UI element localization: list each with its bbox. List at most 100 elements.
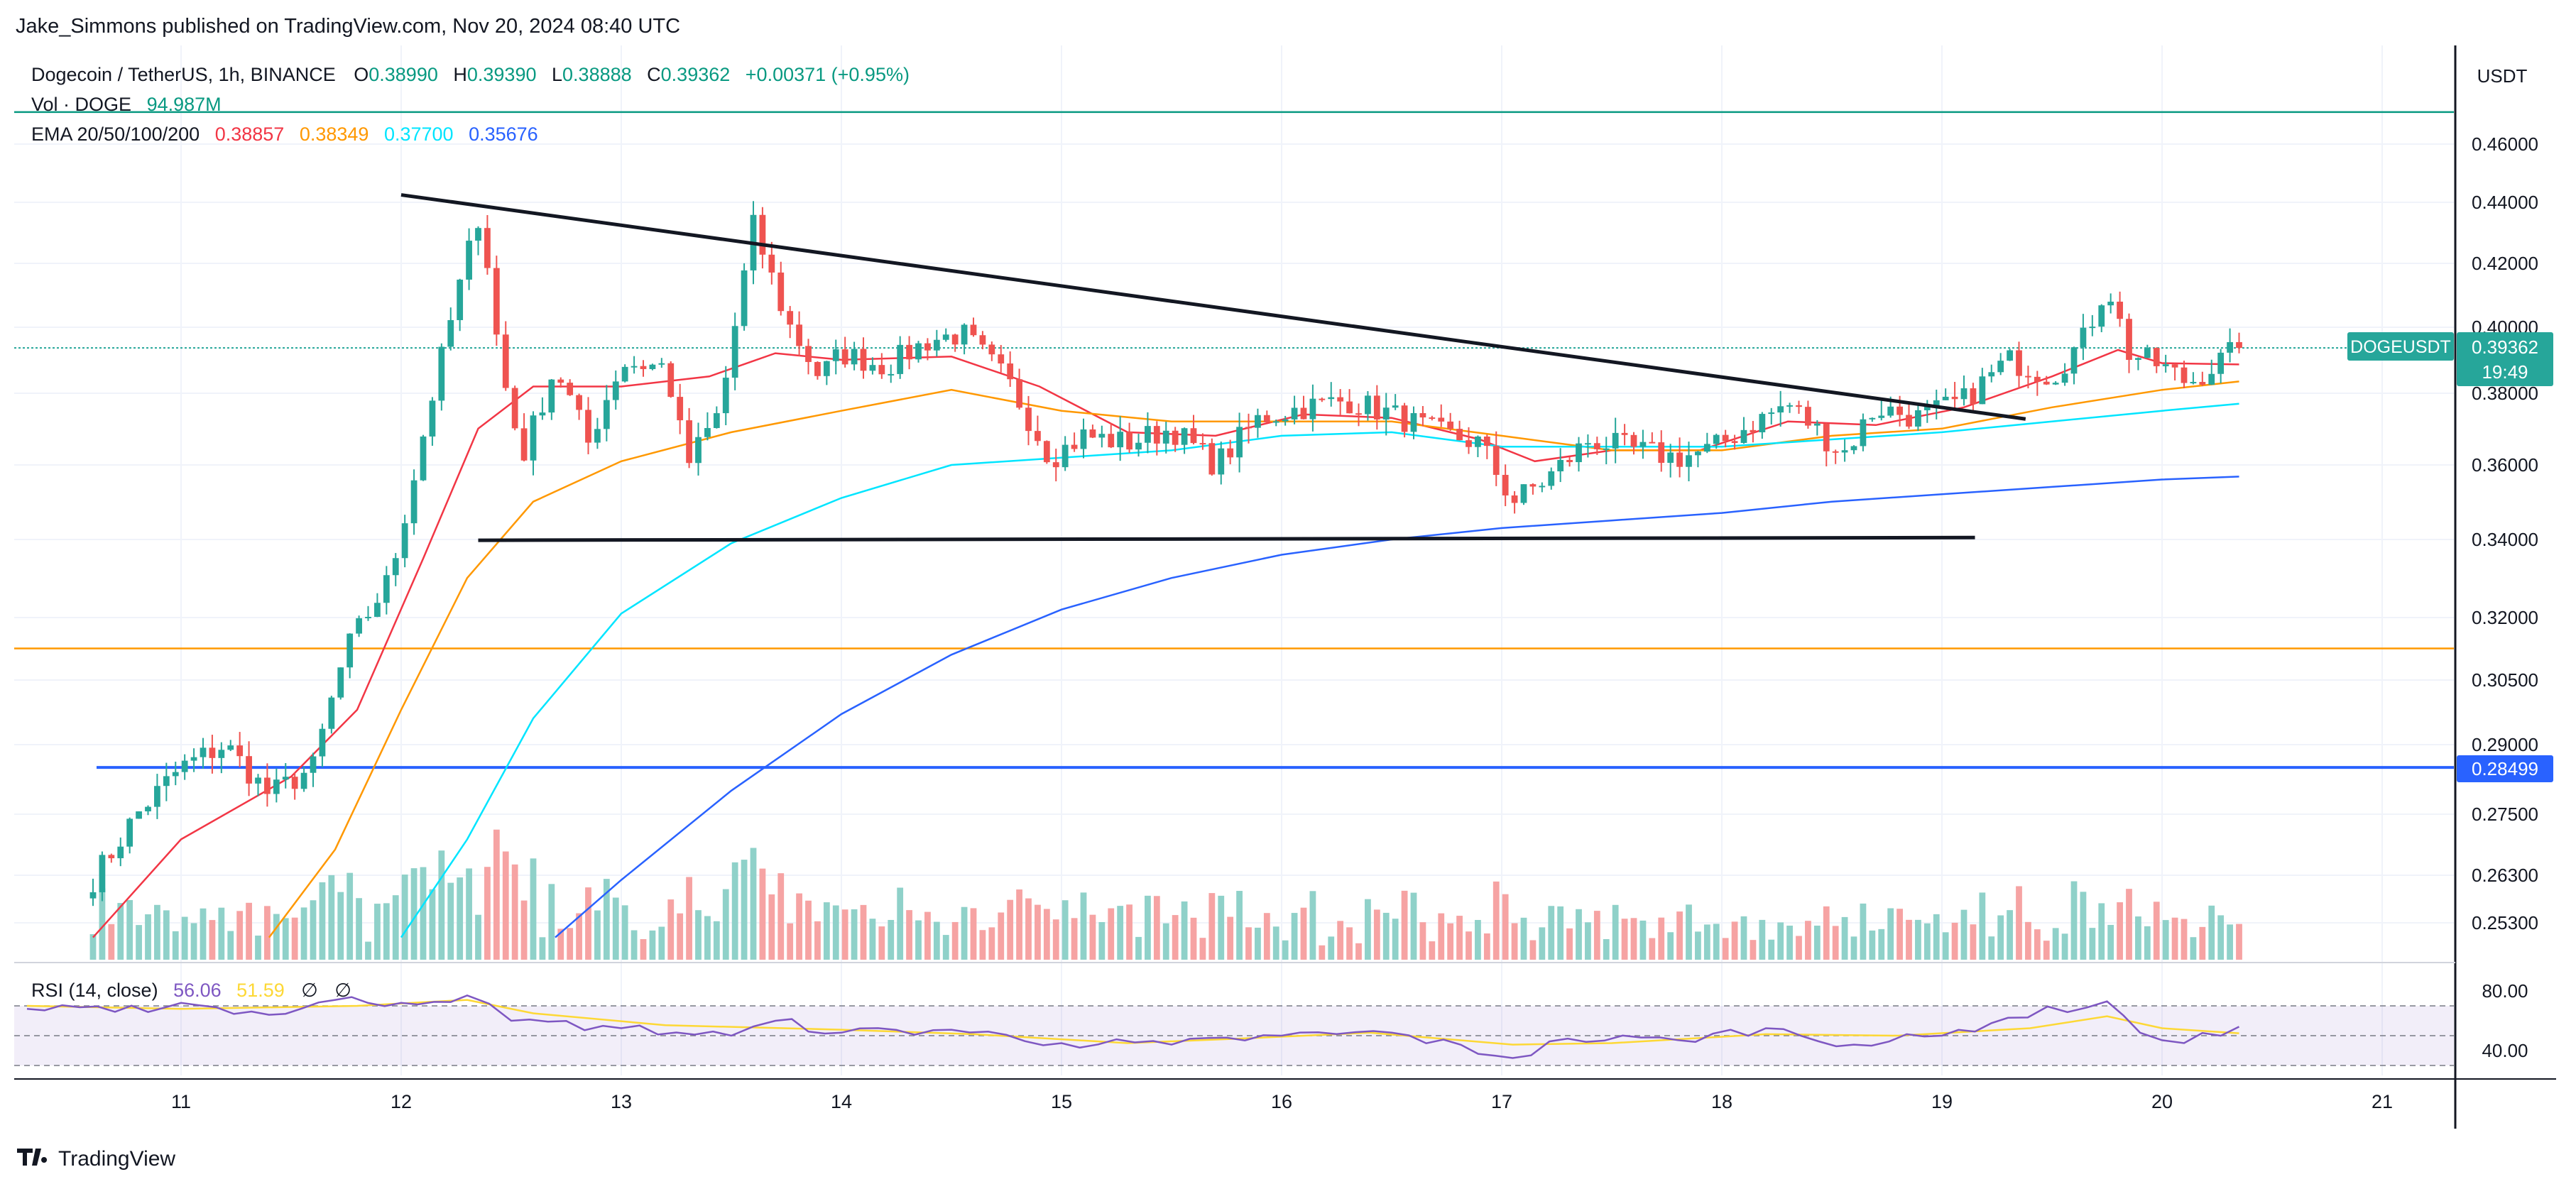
level-tag-value: 0.28499 <box>2472 758 2538 779</box>
price-tick-6: 0.34000 <box>2472 529 2538 550</box>
legend-symbol-line[interactable]: Dogecoin / TetherUS, 1h, BINANCE O0.3899… <box>31 64 910 85</box>
volume-bar <box>924 911 931 960</box>
time-tick-8: 19 <box>1931 1091 1953 1112</box>
volume-bar <box>2208 905 2215 960</box>
volume-bar <box>190 923 197 960</box>
volume-bar <box>621 905 628 960</box>
candle-body <box>988 344 995 355</box>
legend-ema100: 0.37700 <box>384 124 454 145</box>
candle-body <box>1658 442 1665 464</box>
time-axis[interactable]: 11 12 13 14 15 16 17 18 19 20 21 <box>171 1091 2393 1112</box>
volume-bar <box>722 889 729 960</box>
rsi-band-fill <box>14 1006 2454 1065</box>
price-axis[interactable]: 0.460000.440000.420000.400000.380000.360… <box>2472 133 2538 933</box>
volume-bar <box>1199 938 1206 960</box>
volume-bar <box>897 887 904 960</box>
volume-bar <box>750 848 757 960</box>
volume-bar <box>319 882 326 960</box>
volume-bar <box>567 928 574 960</box>
volume-bar <box>1098 921 1106 960</box>
volume-bar <box>704 916 711 960</box>
candle-body <box>713 413 720 428</box>
candle-body <box>218 750 225 758</box>
volume-bar <box>1878 928 1885 960</box>
legend-volume-line[interactable]: Vol · DOGE 94.987M <box>31 94 222 115</box>
volume-bar <box>677 913 684 960</box>
candle-body <box>1649 442 1656 444</box>
volume-bar <box>2089 928 2096 960</box>
volume-bar <box>585 887 591 960</box>
candle-body <box>282 777 289 780</box>
legend-rsi-label: RSI (14, close) <box>31 980 158 1001</box>
volume-bar <box>603 879 610 960</box>
candle-body <box>1722 434 1729 442</box>
candle-body <box>1071 444 1078 449</box>
legend-rsi-line[interactable]: RSI (14, close) 56.06 51.59 ∅ ∅ <box>31 980 351 1001</box>
volume-bar <box>530 858 537 960</box>
candle-body <box>1309 398 1316 420</box>
candle-body <box>1016 379 1022 408</box>
candle-body <box>942 334 949 340</box>
volume-bar <box>805 900 812 960</box>
volume-bar <box>172 931 179 960</box>
volume-bar <box>2190 937 2197 960</box>
volume-bar <box>1832 926 1839 960</box>
candle-body <box>1695 451 1701 456</box>
volume-bars <box>89 829 2242 960</box>
candle-body <box>163 776 170 787</box>
legend-close-key: C <box>647 64 661 85</box>
candle-body <box>1520 484 1527 503</box>
volume-bar <box>1272 926 1279 960</box>
candle-body <box>154 786 160 807</box>
candle-body <box>1080 429 1087 449</box>
candle-body <box>796 324 802 346</box>
volume-bar <box>823 902 830 960</box>
candle-body <box>1007 363 1014 380</box>
candle-body <box>484 228 491 268</box>
candle-body <box>493 268 500 335</box>
volume-bar <box>796 893 802 960</box>
legend-high-key: H <box>453 64 467 85</box>
volume-bar <box>484 867 491 960</box>
price-tick-10: 0.27500 <box>2472 804 2538 825</box>
candle-body <box>1813 423 1821 426</box>
volume-bar <box>695 910 702 960</box>
tradingview-logo[interactable]: TradingView <box>17 1147 175 1171</box>
time-tick-1: 12 <box>391 1091 412 1112</box>
volume-bar <box>878 926 885 960</box>
legend-ema-line[interactable]: EMA 20/50/100/200 0.38857 0.38349 0.3770… <box>31 124 538 145</box>
volume-bar <box>658 926 665 960</box>
trendlines[interactable] <box>400 193 2026 542</box>
candle-body <box>1923 406 1931 410</box>
volume-bar <box>1539 927 1546 960</box>
candle-body <box>2144 348 2151 358</box>
volume-bar <box>383 903 390 960</box>
volume-bar <box>548 884 555 960</box>
legend-rsi-icon-1[interactable]: ∅ <box>301 980 318 1001</box>
price-tick-2: 0.42000 <box>2472 253 2538 274</box>
volume-bar <box>1676 911 1683 960</box>
price-tick-12: 0.25300 <box>2472 912 2538 933</box>
candle-body <box>823 361 830 376</box>
candle-body <box>1832 451 1839 453</box>
volume-bar <box>759 868 766 960</box>
candle-body <box>1768 412 1775 415</box>
volume-bar <box>988 927 995 960</box>
volume-bar <box>2162 920 2169 960</box>
candlesticks[interactable] <box>89 201 2242 906</box>
volume-bar <box>1933 914 1940 960</box>
horizontal-levels[interactable] <box>14 111 2454 769</box>
candle-body <box>1951 396 1958 400</box>
candle-body <box>2208 373 2215 385</box>
volume-bar <box>1722 938 1729 960</box>
candle-body <box>722 378 729 414</box>
candle-body <box>1731 441 1738 443</box>
legend-rsi-icon-2[interactable]: ∅ <box>334 980 351 1001</box>
volume-bar <box>154 904 160 960</box>
symbol-tag-bg <box>2347 332 2454 361</box>
volume-bar <box>410 868 417 960</box>
volume-bar <box>447 882 454 960</box>
candle-body <box>1263 415 1270 422</box>
currency-label[interactable]: USDT <box>2477 65 2528 87</box>
